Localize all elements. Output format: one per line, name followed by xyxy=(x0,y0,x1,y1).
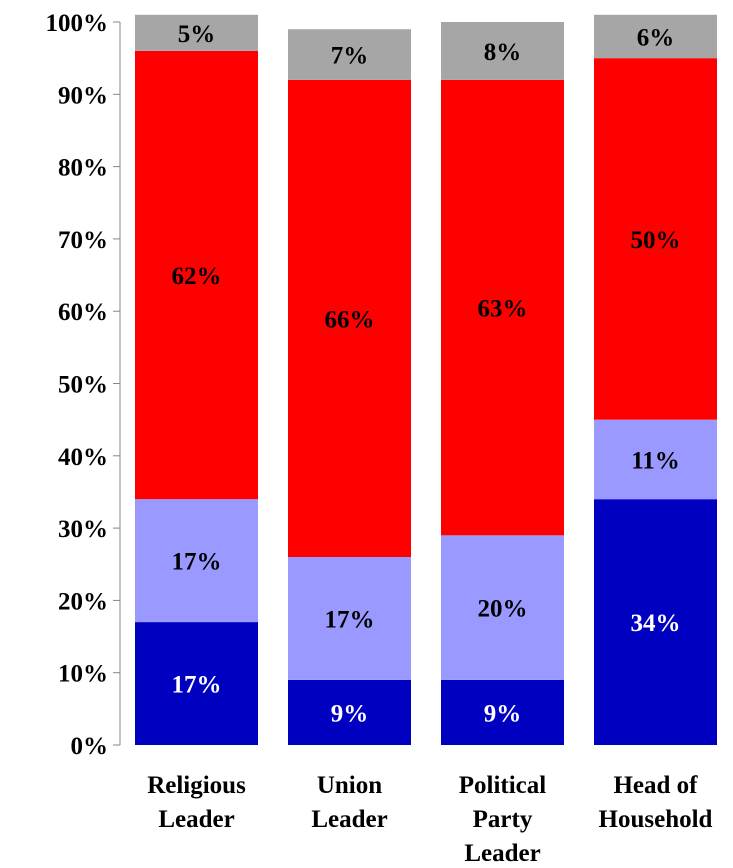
y-tick-label: 0% xyxy=(71,733,109,760)
y-tick-label: 100% xyxy=(46,10,109,37)
y-tick-label: 70% xyxy=(58,227,108,254)
data-label: 17% xyxy=(172,549,222,576)
y-tick-label: 10% xyxy=(58,661,108,688)
bar-segment xyxy=(441,535,564,680)
x-category-label: Religious Leader xyxy=(147,772,246,833)
bar-segment xyxy=(135,50,258,500)
bar-segment xyxy=(594,58,717,420)
data-label: 9% xyxy=(484,700,522,727)
data-label: 63% xyxy=(478,296,528,323)
x-axis: Religious Leader Union Leader Political Party… xyxy=(147,772,712,867)
data-label: 20% xyxy=(478,596,528,623)
x-category-label-line: Political xyxy=(459,772,547,799)
x-category-label-line: Leader xyxy=(311,806,387,833)
bar-segment xyxy=(135,499,258,623)
x-category-label-line: Leader xyxy=(158,806,234,833)
data-label: 66% xyxy=(325,306,375,333)
bar-segment xyxy=(288,557,411,680)
x-category-label-line: Union xyxy=(317,772,382,799)
y-axis: 0% 10% 20% 30% 40% 50% 60% 70% 80% 90% 100% xyxy=(46,10,121,760)
bar-segment xyxy=(594,419,717,500)
x-category-label: Head of Household xyxy=(599,772,713,833)
data-label: 5% xyxy=(178,21,216,48)
x-category-label-line: Household xyxy=(599,806,713,833)
bar-segment xyxy=(288,29,411,80)
bar-segment xyxy=(441,79,564,536)
data-label: 7% xyxy=(331,43,369,70)
data-label: 9% xyxy=(331,700,369,727)
bar-segment xyxy=(594,499,717,745)
bars xyxy=(135,14,717,745)
y-tick-label: 40% xyxy=(58,444,108,471)
bar-segment xyxy=(441,679,564,745)
data-label: 8% xyxy=(484,39,522,66)
bar-segment xyxy=(135,622,258,745)
data-label: 6% xyxy=(637,24,675,51)
x-category-label-line: Religious xyxy=(147,772,246,799)
x-category-label-line: Party xyxy=(473,806,533,833)
data-label: 50% xyxy=(631,227,681,254)
x-category-label: Union Leader xyxy=(311,772,387,833)
data-label: 17% xyxy=(325,606,375,633)
y-tick-label: 90% xyxy=(58,82,108,109)
data-label: 11% xyxy=(631,447,680,474)
x-category-label: Political Party Leader xyxy=(459,772,547,867)
bar-segment xyxy=(594,14,717,59)
bar-segment xyxy=(288,679,411,745)
bar-segment xyxy=(441,22,564,80)
y-tick-label: 30% xyxy=(58,516,108,543)
y-tick-label: 80% xyxy=(58,155,108,182)
y-tick-label: 20% xyxy=(58,588,108,615)
y-tick-label: 60% xyxy=(58,299,108,326)
x-category-label-line: Head of xyxy=(613,772,698,799)
y-tick-label: 50% xyxy=(58,372,108,399)
data-labels: 17% 17% 62% 5% 9% 17% 66% 7% 9% 20% 63% 8% 34% 11% 50%… xyxy=(172,21,681,728)
bar-segment xyxy=(288,79,411,558)
data-label: 17% xyxy=(172,672,222,699)
data-label: 62% xyxy=(172,263,222,290)
x-category-label-line: Leader xyxy=(464,840,540,867)
bar-segment xyxy=(135,14,258,51)
data-label: 34% xyxy=(631,610,681,637)
